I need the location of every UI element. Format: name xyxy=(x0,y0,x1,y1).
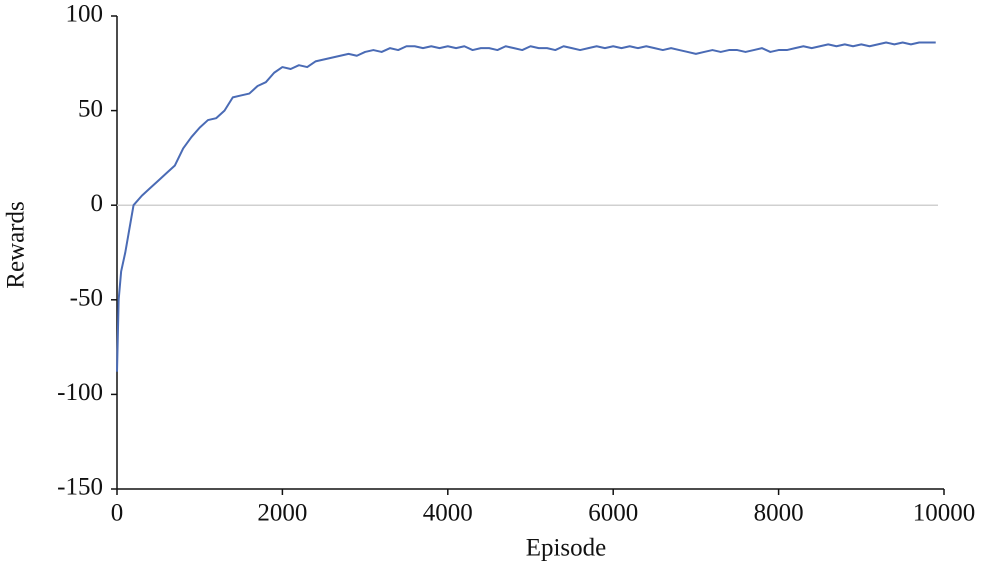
x-tick-label: 4000 xyxy=(423,500,473,527)
x-tick-label: 6000 xyxy=(588,500,638,527)
y-tick-label: -50 xyxy=(70,285,103,312)
x-tick-label: 2000 xyxy=(257,500,307,527)
y-tick-label: -150 xyxy=(57,474,103,501)
y-tick-label: 50 xyxy=(78,95,103,122)
x-tick-label: 10000 xyxy=(913,500,976,527)
y-tick-label: 0 xyxy=(91,190,104,217)
x-tick-label: 0 xyxy=(111,500,124,527)
x-tick-label: 8000 xyxy=(754,500,804,527)
y-tick-label: 100 xyxy=(66,1,104,28)
x-axis-title: Episode xyxy=(526,535,607,562)
data-line xyxy=(116,41,936,372)
y-axis-title: Rewards xyxy=(3,201,30,288)
y-tick-label: -100 xyxy=(57,379,103,406)
